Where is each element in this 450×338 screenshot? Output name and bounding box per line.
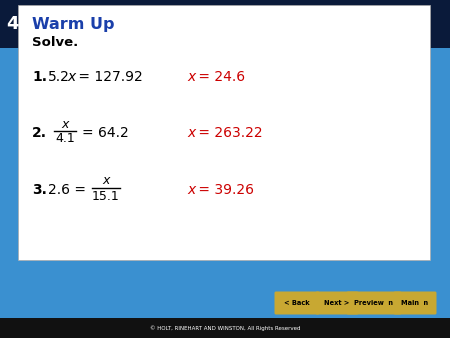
Text: 1.: 1. — [32, 70, 47, 84]
Text: 4-1  Estimating with Fractions: 4-1 Estimating with Fractions — [7, 15, 310, 33]
Text: = 24.6: = 24.6 — [194, 70, 245, 84]
FancyBboxPatch shape — [274, 291, 320, 314]
FancyBboxPatch shape — [0, 318, 450, 338]
Text: © HOLT, RINEHART AND WINSTON, All Rights Reserved: © HOLT, RINEHART AND WINSTON, All Rights… — [150, 325, 300, 331]
Text: 5.2: 5.2 — [48, 70, 70, 84]
Text: x: x — [102, 174, 110, 188]
FancyBboxPatch shape — [18, 5, 430, 260]
FancyBboxPatch shape — [0, 290, 450, 318]
Text: x: x — [187, 70, 195, 84]
Text: Main  n: Main n — [401, 300, 428, 306]
Text: 15.1: 15.1 — [92, 191, 120, 203]
Text: = 64.2: = 64.2 — [82, 126, 129, 140]
Text: Next >: Next > — [324, 300, 350, 306]
Text: x: x — [61, 118, 69, 130]
Text: 2.6 =: 2.6 = — [48, 183, 86, 197]
Text: x: x — [187, 126, 195, 140]
Text: 3.: 3. — [32, 183, 47, 197]
Text: = 127.92: = 127.92 — [74, 70, 143, 84]
Text: Solve.: Solve. — [32, 37, 78, 49]
Text: = 263.22: = 263.22 — [194, 126, 263, 140]
FancyBboxPatch shape — [346, 291, 401, 314]
Text: 2.: 2. — [32, 126, 47, 140]
Text: 4.1: 4.1 — [55, 132, 75, 145]
FancyBboxPatch shape — [0, 0, 450, 48]
Text: Warm Up: Warm Up — [32, 18, 114, 32]
FancyBboxPatch shape — [393, 291, 436, 314]
Text: Preview  n: Preview n — [355, 300, 393, 306]
Text: = 39.26: = 39.26 — [194, 183, 254, 197]
Text: x: x — [187, 183, 195, 197]
Text: < Back: < Back — [284, 300, 310, 306]
Text: x: x — [67, 70, 75, 84]
FancyBboxPatch shape — [315, 291, 359, 314]
